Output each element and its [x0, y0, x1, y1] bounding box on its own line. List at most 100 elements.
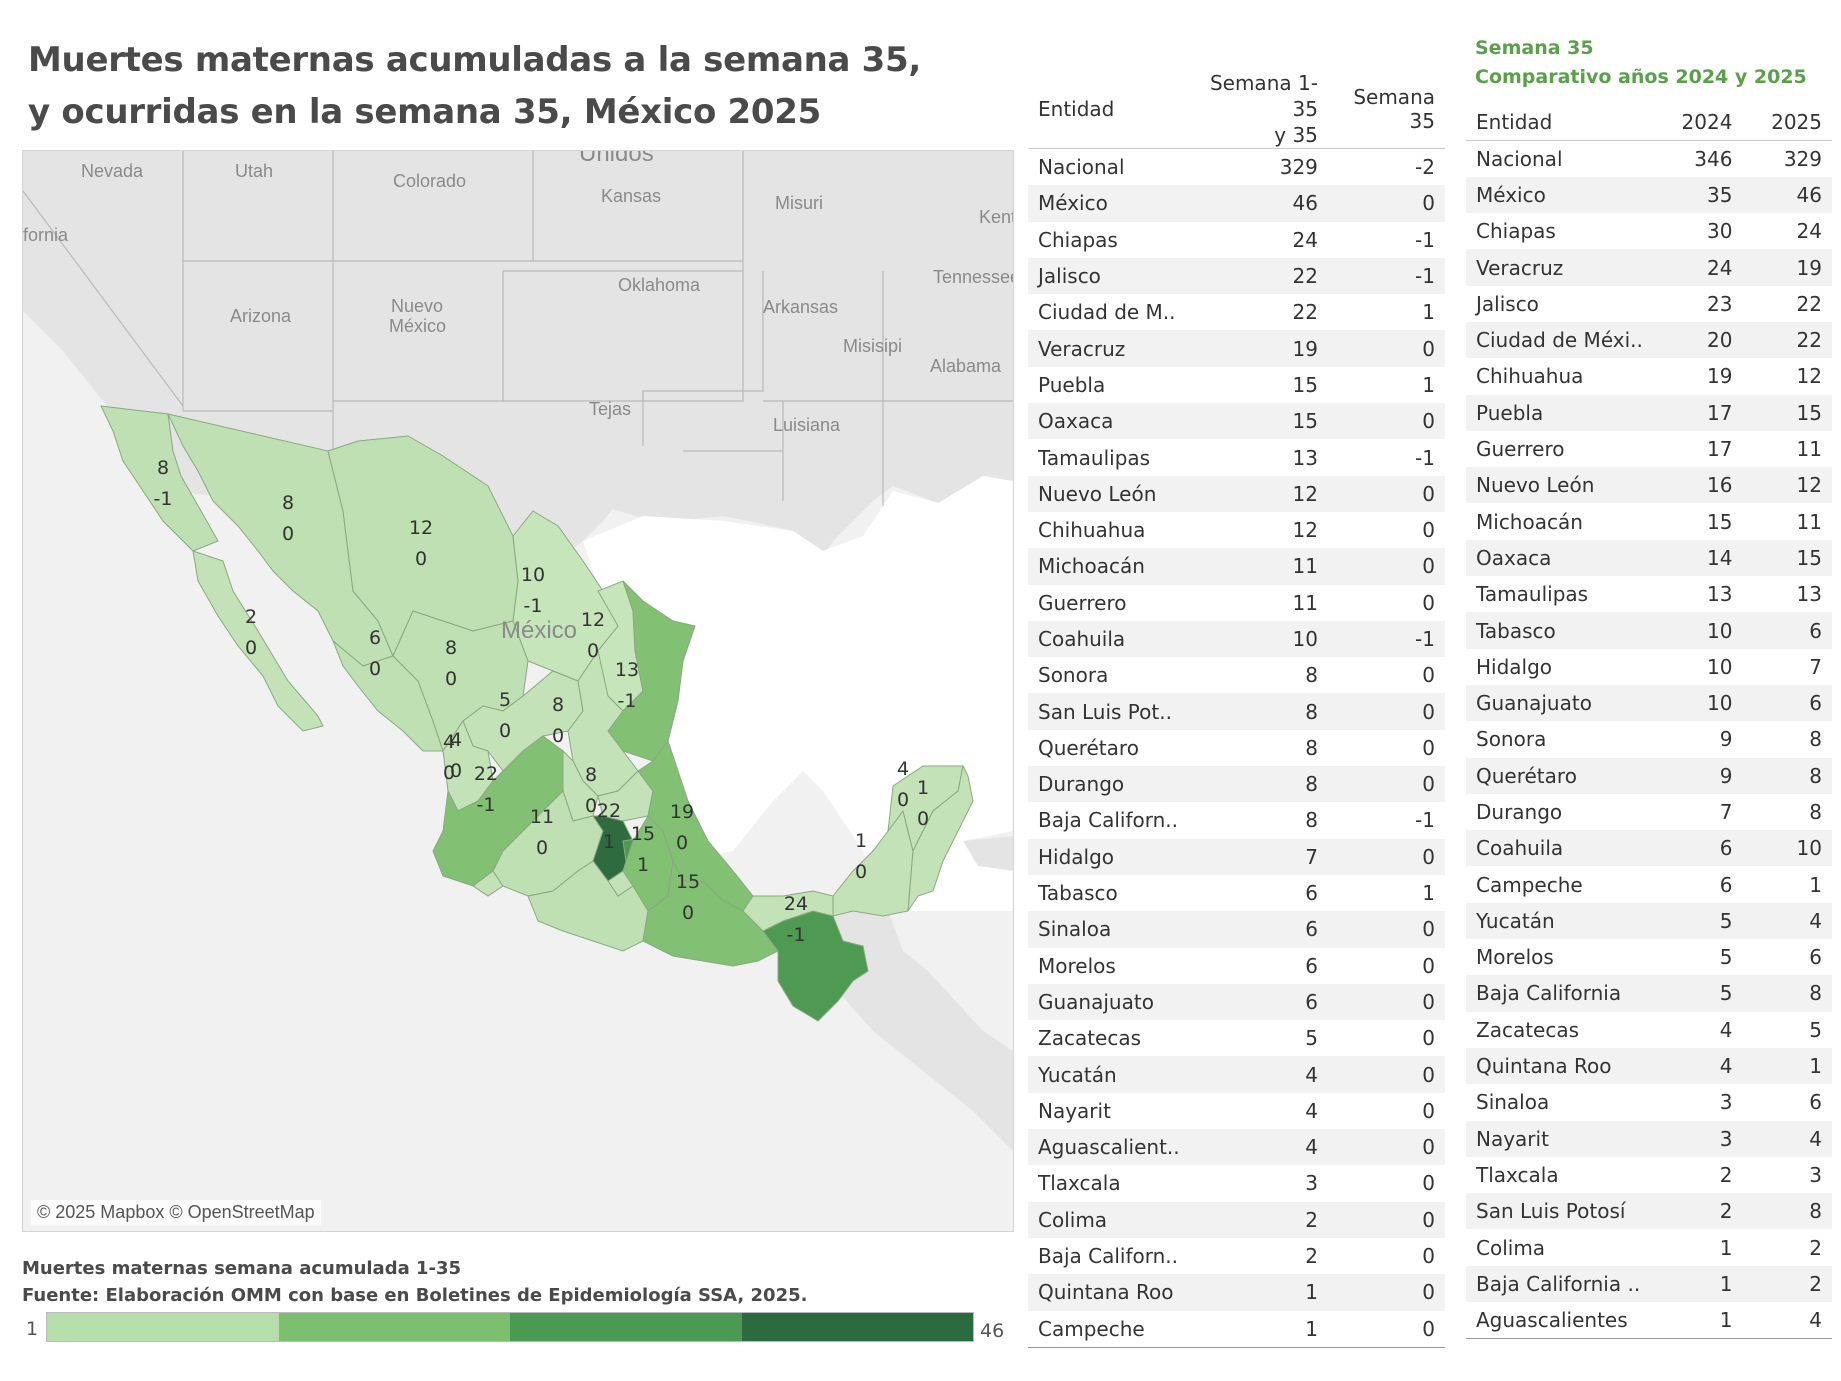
state-quintana-roo[interactable] — [907, 764, 974, 912]
table-row[interactable]: Veracruz 19 0 — [1028, 330, 1445, 367]
table-row[interactable]: Sonora 9 8 — [1466, 721, 1832, 757]
table-row[interactable]: Yucatán 4 0 — [1028, 1056, 1445, 1093]
table-row[interactable]: Yucatán 5 4 — [1466, 902, 1832, 940]
table-row[interactable]: México 46 0 — [1028, 185, 1445, 222]
state-change-label: 0 — [445, 668, 457, 690]
col-header-2024[interactable]: 2024 — [1652, 104, 1743, 141]
table-row[interactable]: Baja Californ.. 8 -1 — [1028, 802, 1445, 838]
table-row[interactable]: Puebla 17 15 — [1466, 394, 1832, 431]
table-row[interactable]: Nuevo León 16 12 — [1466, 467, 1832, 504]
cell-value: 0 — [1327, 911, 1445, 948]
table-row[interactable]: Nacional 346 329 — [1466, 140, 1832, 177]
table-row[interactable]: Nayarit 4 0 — [1028, 1093, 1445, 1129]
table-row[interactable]: Durango 7 8 — [1466, 794, 1832, 830]
table-row[interactable]: Colima 2 0 — [1028, 1201, 1445, 1238]
geo-label-tennessee: Tennessee — [933, 267, 1013, 287]
table-row[interactable]: Tabasco 6 1 — [1028, 875, 1445, 911]
table-row[interactable]: Guanajuato 6 0 — [1028, 983, 1445, 1021]
state-sinaloa[interactable] — [332, 640, 444, 752]
cell-value: 2 — [1809, 1235, 1822, 1260]
table-row[interactable]: Tamaulipas 13 13 — [1466, 576, 1832, 612]
table-row[interactable]: Morelos 6 0 — [1028, 948, 1445, 984]
table-row[interactable]: Oaxaca 14 15 — [1466, 539, 1832, 577]
cell-entidad: Jalisco — [1476, 291, 1539, 316]
table-row[interactable]: Tlaxcala 2 3 — [1466, 1157, 1832, 1193]
table-row[interactable]: Puebla 15 1 — [1028, 367, 1445, 403]
central-america-land — [823, 911, 1013, 1151]
table-row[interactable]: Quintana Roo 1 0 — [1028, 1274, 1445, 1311]
table-row[interactable]: Sinaloa 3 6 — [1466, 1084, 1832, 1120]
geo-label-kentucky: Kentucky — [979, 207, 1013, 227]
mexico-states[interactable] — [100, 405, 974, 1022]
table-row[interactable]: Morelos 5 6 — [1466, 939, 1832, 975]
table-row[interactable]: Zacatecas 4 5 — [1466, 1012, 1832, 1048]
table-row[interactable]: Tlaxcala 3 0 — [1028, 1165, 1445, 1201]
cell-entidad: Guanajuato — [1028, 983, 1190, 1021]
table-row[interactable]: Chihuahua 19 12 — [1466, 358, 1832, 394]
cell-value: 4 — [1305, 1098, 1318, 1123]
table-row[interactable]: Guanajuato 10 6 — [1466, 684, 1832, 722]
table-row[interactable]: Veracruz 24 19 — [1466, 249, 1832, 286]
state-guerrero[interactable] — [527, 860, 649, 952]
table-row[interactable]: Sonora 8 0 — [1028, 657, 1445, 693]
state-baja-california[interactable] — [100, 405, 219, 552]
table-row[interactable]: Nayarit 3 4 — [1466, 1120, 1832, 1157]
table-row[interactable]: México 35 46 — [1466, 176, 1832, 214]
cell-value: 12 — [1189, 475, 1328, 512]
table-row[interactable]: Baja Californ.. 2 0 — [1028, 1238, 1445, 1274]
table-row[interactable]: Hidalgo 7 0 — [1028, 838, 1445, 875]
col-header-semana-35[interactable]: Semana 35 — [1327, 70, 1445, 149]
table-row[interactable]: Aguascalient.. 4 0 — [1028, 1129, 1445, 1166]
col-header-semana-1-35[interactable]: Semana 1-35 y 35 — [1189, 70, 1328, 149]
table-row[interactable]: Chiapas 24 -1 — [1028, 222, 1445, 258]
table-row[interactable]: Michoacán 11 0 — [1028, 548, 1445, 585]
table-row[interactable]: Baja California 5 8 — [1466, 975, 1832, 1012]
cell-value: 5 — [1719, 945, 1733, 970]
table-row[interactable]: Coahuila 6 10 — [1466, 830, 1832, 867]
table-row[interactable]: Chihuahua 12 0 — [1028, 512, 1445, 548]
table-row[interactable]: Oaxaca 15 0 — [1028, 403, 1445, 440]
table-row[interactable]: Coahuila 10 -1 — [1028, 620, 1445, 658]
table-row[interactable]: Ciudad de M.. 22 1 — [1028, 294, 1445, 330]
table-row[interactable]: Querétaro 8 0 — [1028, 730, 1445, 766]
state-value-label: 10 — [521, 564, 545, 586]
col-header-2025[interactable]: 2025 — [1742, 104, 1832, 141]
table-row[interactable]: San Luis Potosí 2 8 — [1466, 1193, 1832, 1230]
table-row[interactable]: Tamaulipas 13 -1 — [1028, 439, 1445, 475]
cell-entidad: Chiapas — [1476, 219, 1556, 244]
table-row[interactable]: Colima 1 2 — [1466, 1229, 1832, 1265]
table-row[interactable]: Ciudad de Méxi.. 20 22 — [1466, 321, 1832, 359]
table-row[interactable]: Campeche 1 0 — [1028, 1310, 1445, 1348]
table-row[interactable]: Quintana Roo 4 1 — [1466, 1047, 1832, 1085]
table-row[interactable]: Nuevo León 12 0 — [1028, 475, 1445, 512]
choropleth-map[interactable]: Nevada Utah Colorado Kansas Misuri Kentu… — [22, 150, 1014, 1232]
cell-value: 6 — [1189, 983, 1328, 1021]
table-row[interactable]: Hidalgo 10 7 — [1466, 649, 1832, 685]
table-row[interactable]: Michoacán 15 11 — [1466, 503, 1832, 539]
map-copyright[interactable]: © 2025 Mapbox © OpenStreetMap — [31, 1200, 321, 1225]
table-row[interactable]: Campeche 6 1 — [1466, 866, 1832, 902]
geo-label-misisipi: Misisipi — [843, 336, 902, 356]
table-row[interactable]: Guerrero 17 11 — [1466, 431, 1832, 467]
col-header-entidad[interactable]: Entidad — [1028, 70, 1190, 149]
cell-value: 1 — [1809, 872, 1822, 897]
table-row[interactable]: Baja California .. 1 2 — [1466, 1265, 1832, 1302]
state-value-label: 5 — [499, 689, 511, 711]
table-row[interactable]: Jalisco 22 -1 — [1028, 257, 1445, 295]
state-baja-california-sur[interactable] — [192, 550, 324, 732]
table-row[interactable]: San Luis Pot.. 8 0 — [1028, 693, 1445, 730]
table-row[interactable]: Sinaloa 6 0 — [1028, 911, 1445, 948]
table-row[interactable]: Jalisco 23 22 — [1466, 286, 1832, 322]
map-canvas[interactable]: Nevada Utah Colorado Kansas Misuri Kentu… — [23, 151, 1013, 1231]
table-row[interactable]: Guerrero 11 0 — [1028, 585, 1445, 621]
table-row[interactable]: Chiapas 30 24 — [1466, 213, 1832, 249]
table-row[interactable]: Nacional 329 -2 — [1028, 149, 1445, 186]
table-row[interactable]: Querétaro 9 8 — [1466, 757, 1832, 794]
table-row[interactable]: Durango 8 0 — [1028, 766, 1445, 803]
col-header-entidad[interactable]: Entidad — [1466, 104, 1653, 141]
table-row[interactable]: Tabasco 10 6 — [1466, 612, 1832, 649]
table-row[interactable]: Aguascalientes 1 4 — [1466, 1302, 1832, 1340]
cell-value: 13 — [1706, 582, 1733, 607]
table-row[interactable]: Zacatecas 5 0 — [1028, 1020, 1445, 1056]
cell-value: 4 — [1742, 1120, 1832, 1157]
